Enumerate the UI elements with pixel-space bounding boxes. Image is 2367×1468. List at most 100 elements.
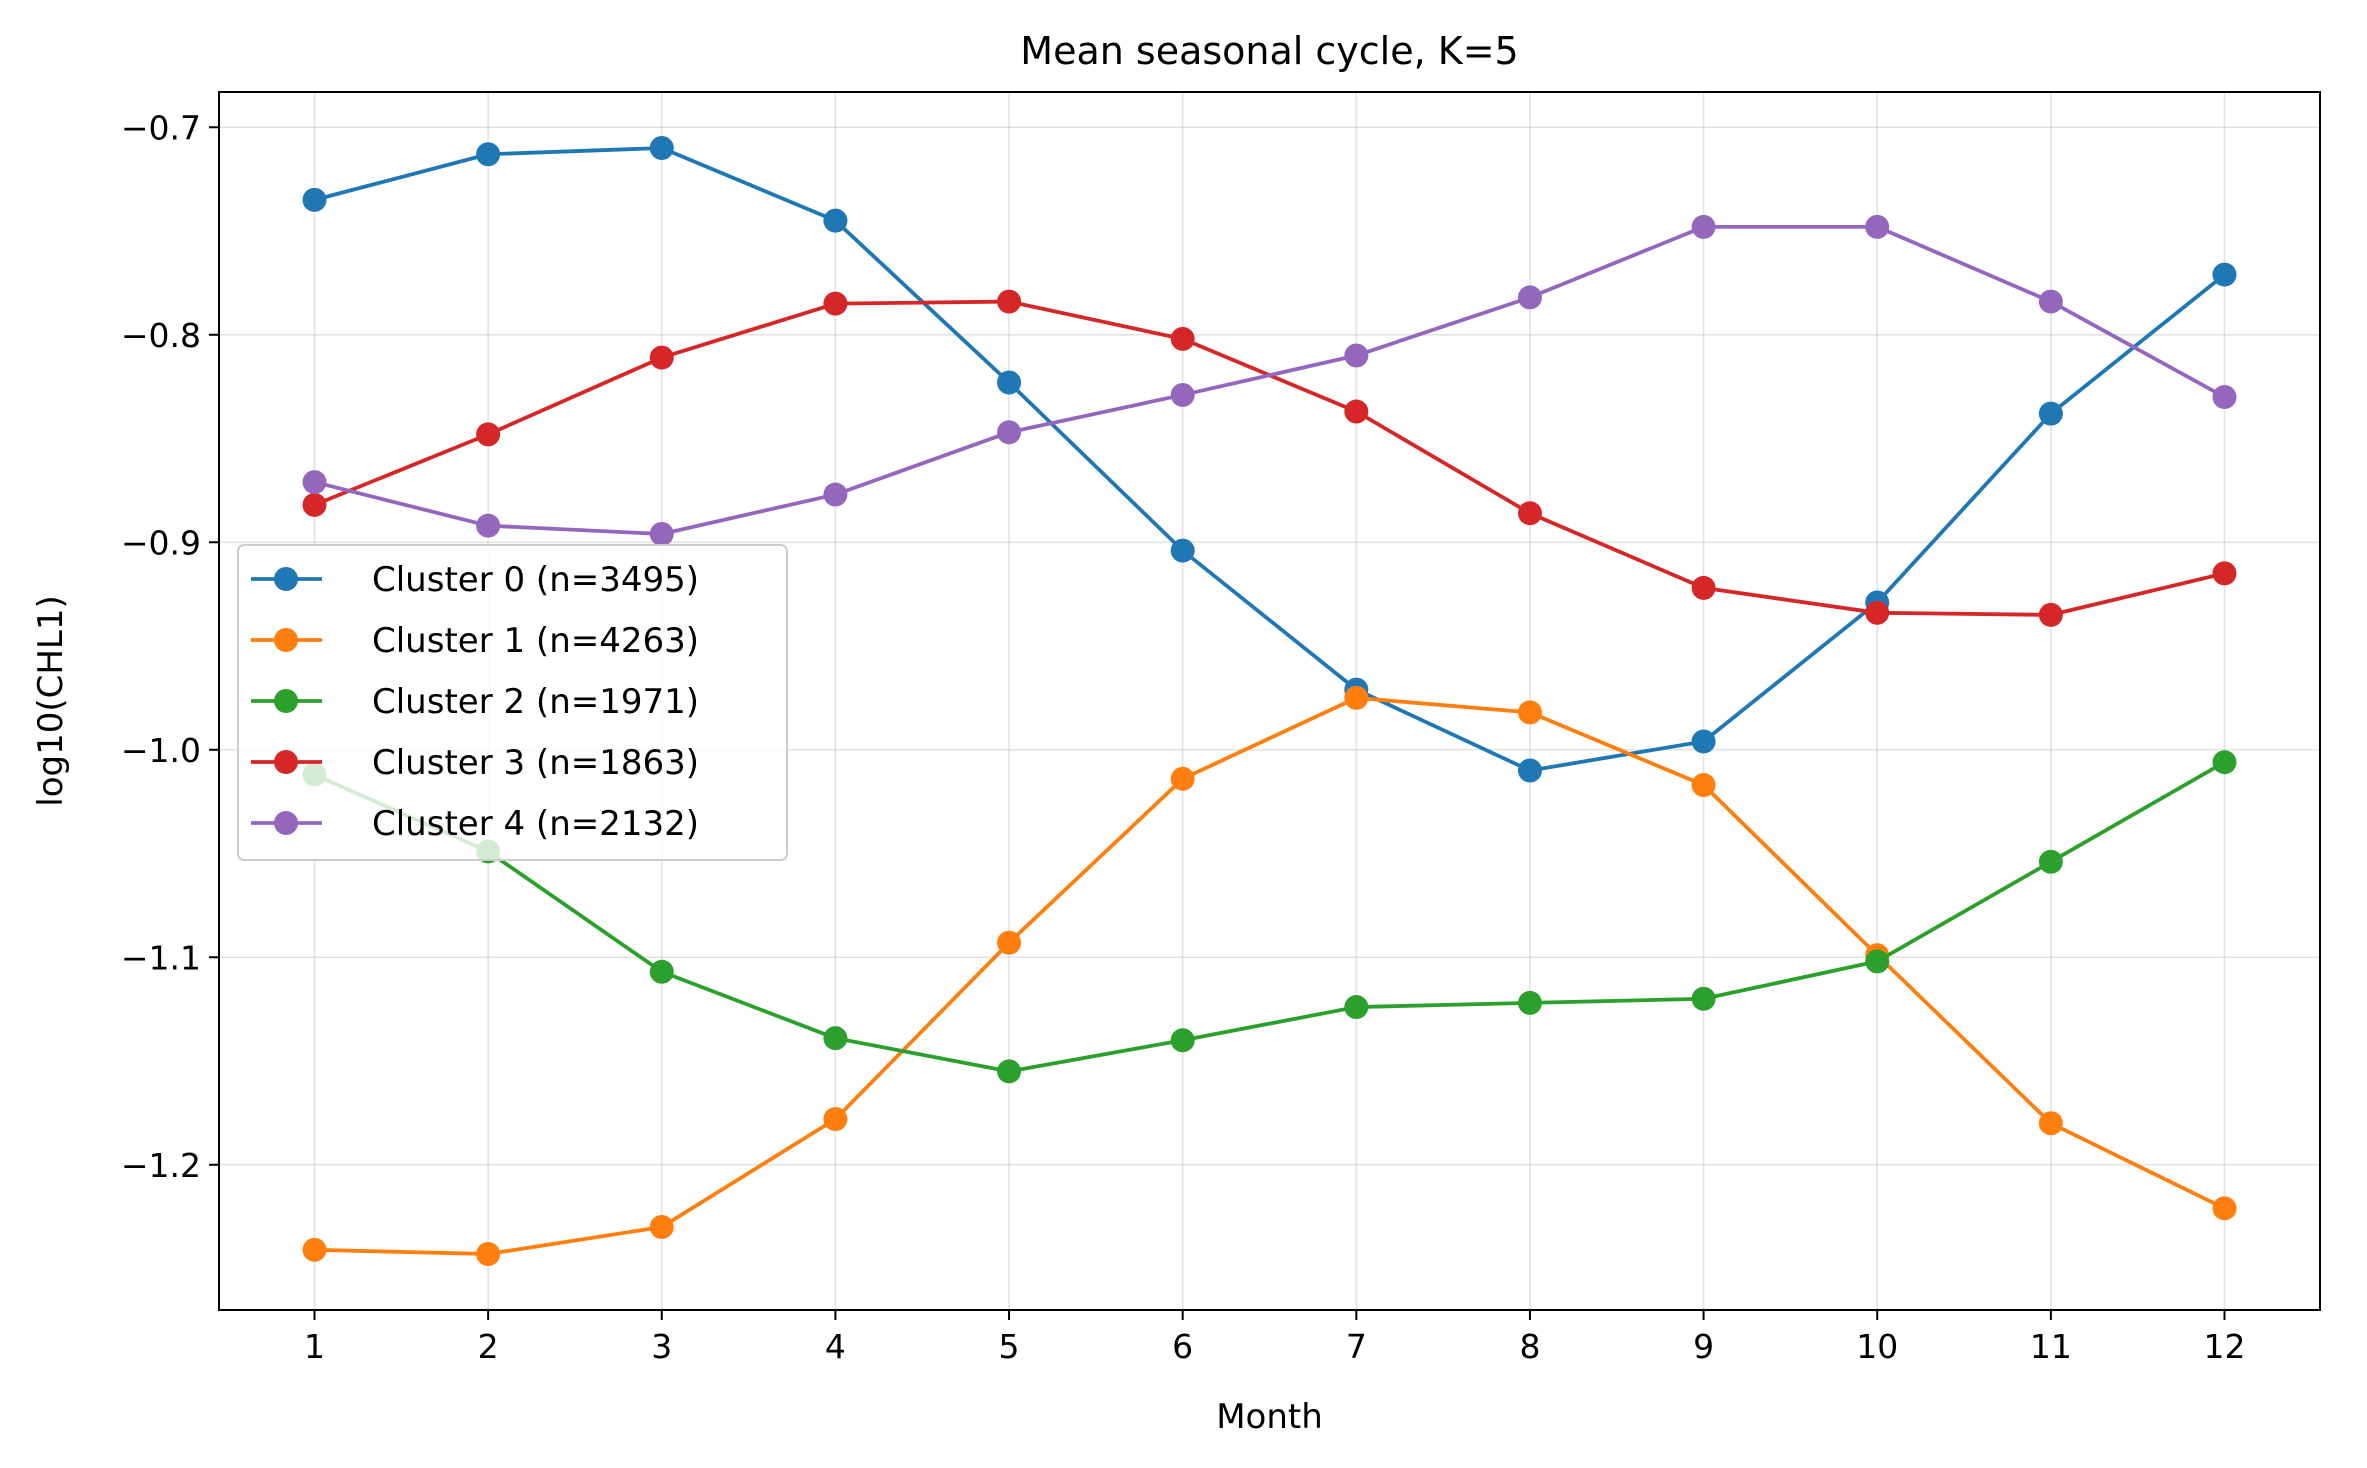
data-point: [476, 422, 501, 447]
x-tick-label: 11: [2030, 1327, 2072, 1366]
data-point: [2212, 262, 2237, 287]
y-axis-label: log10(CHL1): [31, 595, 71, 807]
series-line: [313, 760, 2226, 1074]
data-point: [2212, 750, 2237, 775]
legend-item: Cluster 0 (n=3495): [251, 560, 699, 600]
data-point: [997, 420, 1022, 445]
data-point: [649, 1215, 674, 1240]
legend-item: Cluster 1 (n=4263): [251, 621, 699, 661]
data-point: [2038, 401, 2063, 426]
data-point: [2038, 602, 2063, 627]
data-point: [1691, 575, 1716, 600]
legend-box: [237, 544, 788, 861]
legend-label: Cluster 0 (n=3495): [372, 560, 699, 600]
data-point: [649, 521, 674, 546]
legend-marker: [274, 811, 298, 835]
legend: Cluster 0 (n=3495) Cluster 1 (n=4263) Clus…: [237, 544, 788, 861]
legend-item: Cluster 3 (n=1863): [251, 743, 699, 783]
data-point: [997, 930, 1022, 955]
data-point: [1344, 685, 1369, 710]
legend-label: Cluster 1 (n=4263): [372, 621, 699, 661]
data-point: [476, 142, 501, 167]
data-point: [1170, 538, 1195, 563]
data-point: [2212, 561, 2237, 586]
data-point: [1170, 766, 1195, 791]
data-point: [1691, 214, 1716, 239]
data-point: [2038, 849, 2063, 874]
series-line: [314, 224, 2226, 536]
data-point: [1865, 600, 1890, 625]
plot-frame: [218, 91, 2321, 1311]
x-axis-label: Month: [1216, 1397, 1323, 1437]
legend-label: Cluster 4 (n=2132): [372, 804, 699, 844]
x-tick-label: 6: [1172, 1327, 1193, 1366]
data-point: [1517, 285, 1542, 310]
data-point: [1691, 773, 1716, 798]
y-tick-label: −1.1: [121, 938, 201, 977]
data-point: [649, 345, 674, 370]
data-point: [302, 1237, 327, 1262]
chart-title: Mean seasonal cycle, K=5: [1020, 29, 1518, 73]
data-point: [823, 208, 848, 233]
data-point: [1170, 1028, 1195, 1053]
data-point: [1865, 949, 1890, 974]
data-point: [302, 492, 327, 517]
data-point: [1170, 382, 1195, 407]
legend-marker: [274, 689, 298, 713]
data-point: [2212, 1196, 2237, 1221]
series-4: [302, 214, 2237, 546]
legend-item: Cluster 4 (n=2132): [251, 804, 699, 844]
data-point: [649, 136, 674, 161]
x-tick-label: 3: [651, 1327, 672, 1366]
x-tick-label: 2: [478, 1327, 499, 1366]
data-point: [823, 1107, 848, 1132]
data-point: [997, 370, 1022, 395]
series-line: [314, 695, 2226, 1256]
series-0: [302, 136, 2237, 783]
data-point: [1344, 343, 1369, 368]
legend-item: Cluster 2 (n=1971): [251, 682, 699, 722]
data-point: [302, 187, 327, 212]
legend-label: Cluster 3 (n=1863): [372, 743, 699, 783]
data-point: [823, 291, 848, 316]
x-tick-label: 9: [1693, 1327, 1714, 1366]
series-1: [302, 685, 2237, 1266]
y-tick-label: −0.9: [121, 523, 201, 562]
data-point: [1344, 995, 1369, 1020]
data-point: [1517, 700, 1542, 725]
data-point: [997, 289, 1022, 314]
data-point: [476, 513, 501, 538]
data-point: [2038, 289, 2063, 314]
ticks: 1 2 3 4 5 6 7 8 9 10 11 12−0.7−0.8−0.9−1.0−1.1−1.2: [121, 108, 2246, 1366]
data-point: [997, 1059, 1022, 1084]
data-point: [1170, 326, 1195, 351]
y-tick-label: −1.0: [121, 731, 201, 770]
x-tick-label: 8: [1519, 1327, 1540, 1366]
y-tick-label: −0.7: [121, 108, 201, 147]
data-point: [2038, 1111, 2063, 1136]
data-point: [1344, 399, 1369, 424]
data-point: [649, 959, 674, 984]
data-point: [2212, 385, 2237, 410]
data-point: [1691, 986, 1716, 1011]
legend-label: Cluster 2 (n=1971): [372, 682, 699, 722]
data-point: [1517, 501, 1542, 526]
data-point: [476, 1241, 501, 1266]
x-tick-label: 10: [1856, 1327, 1898, 1366]
x-tick-label: 5: [999, 1327, 1020, 1366]
series-2: [302, 750, 2237, 1084]
data-point: [1691, 729, 1716, 754]
legend-marker: [274, 750, 298, 774]
data-point: [302, 470, 327, 495]
legend-marker: [274, 628, 298, 652]
data-point: [823, 1026, 848, 1051]
x-tick-label: 7: [1346, 1327, 1367, 1366]
x-tick-label: 12: [2204, 1327, 2246, 1366]
data-point: [823, 482, 848, 507]
series-line: [314, 146, 2226, 773]
data-point: [1517, 758, 1542, 783]
y-tick-label: −0.8: [121, 316, 201, 355]
x-tick-label: 1: [304, 1327, 325, 1366]
legend-marker: [274, 567, 298, 591]
